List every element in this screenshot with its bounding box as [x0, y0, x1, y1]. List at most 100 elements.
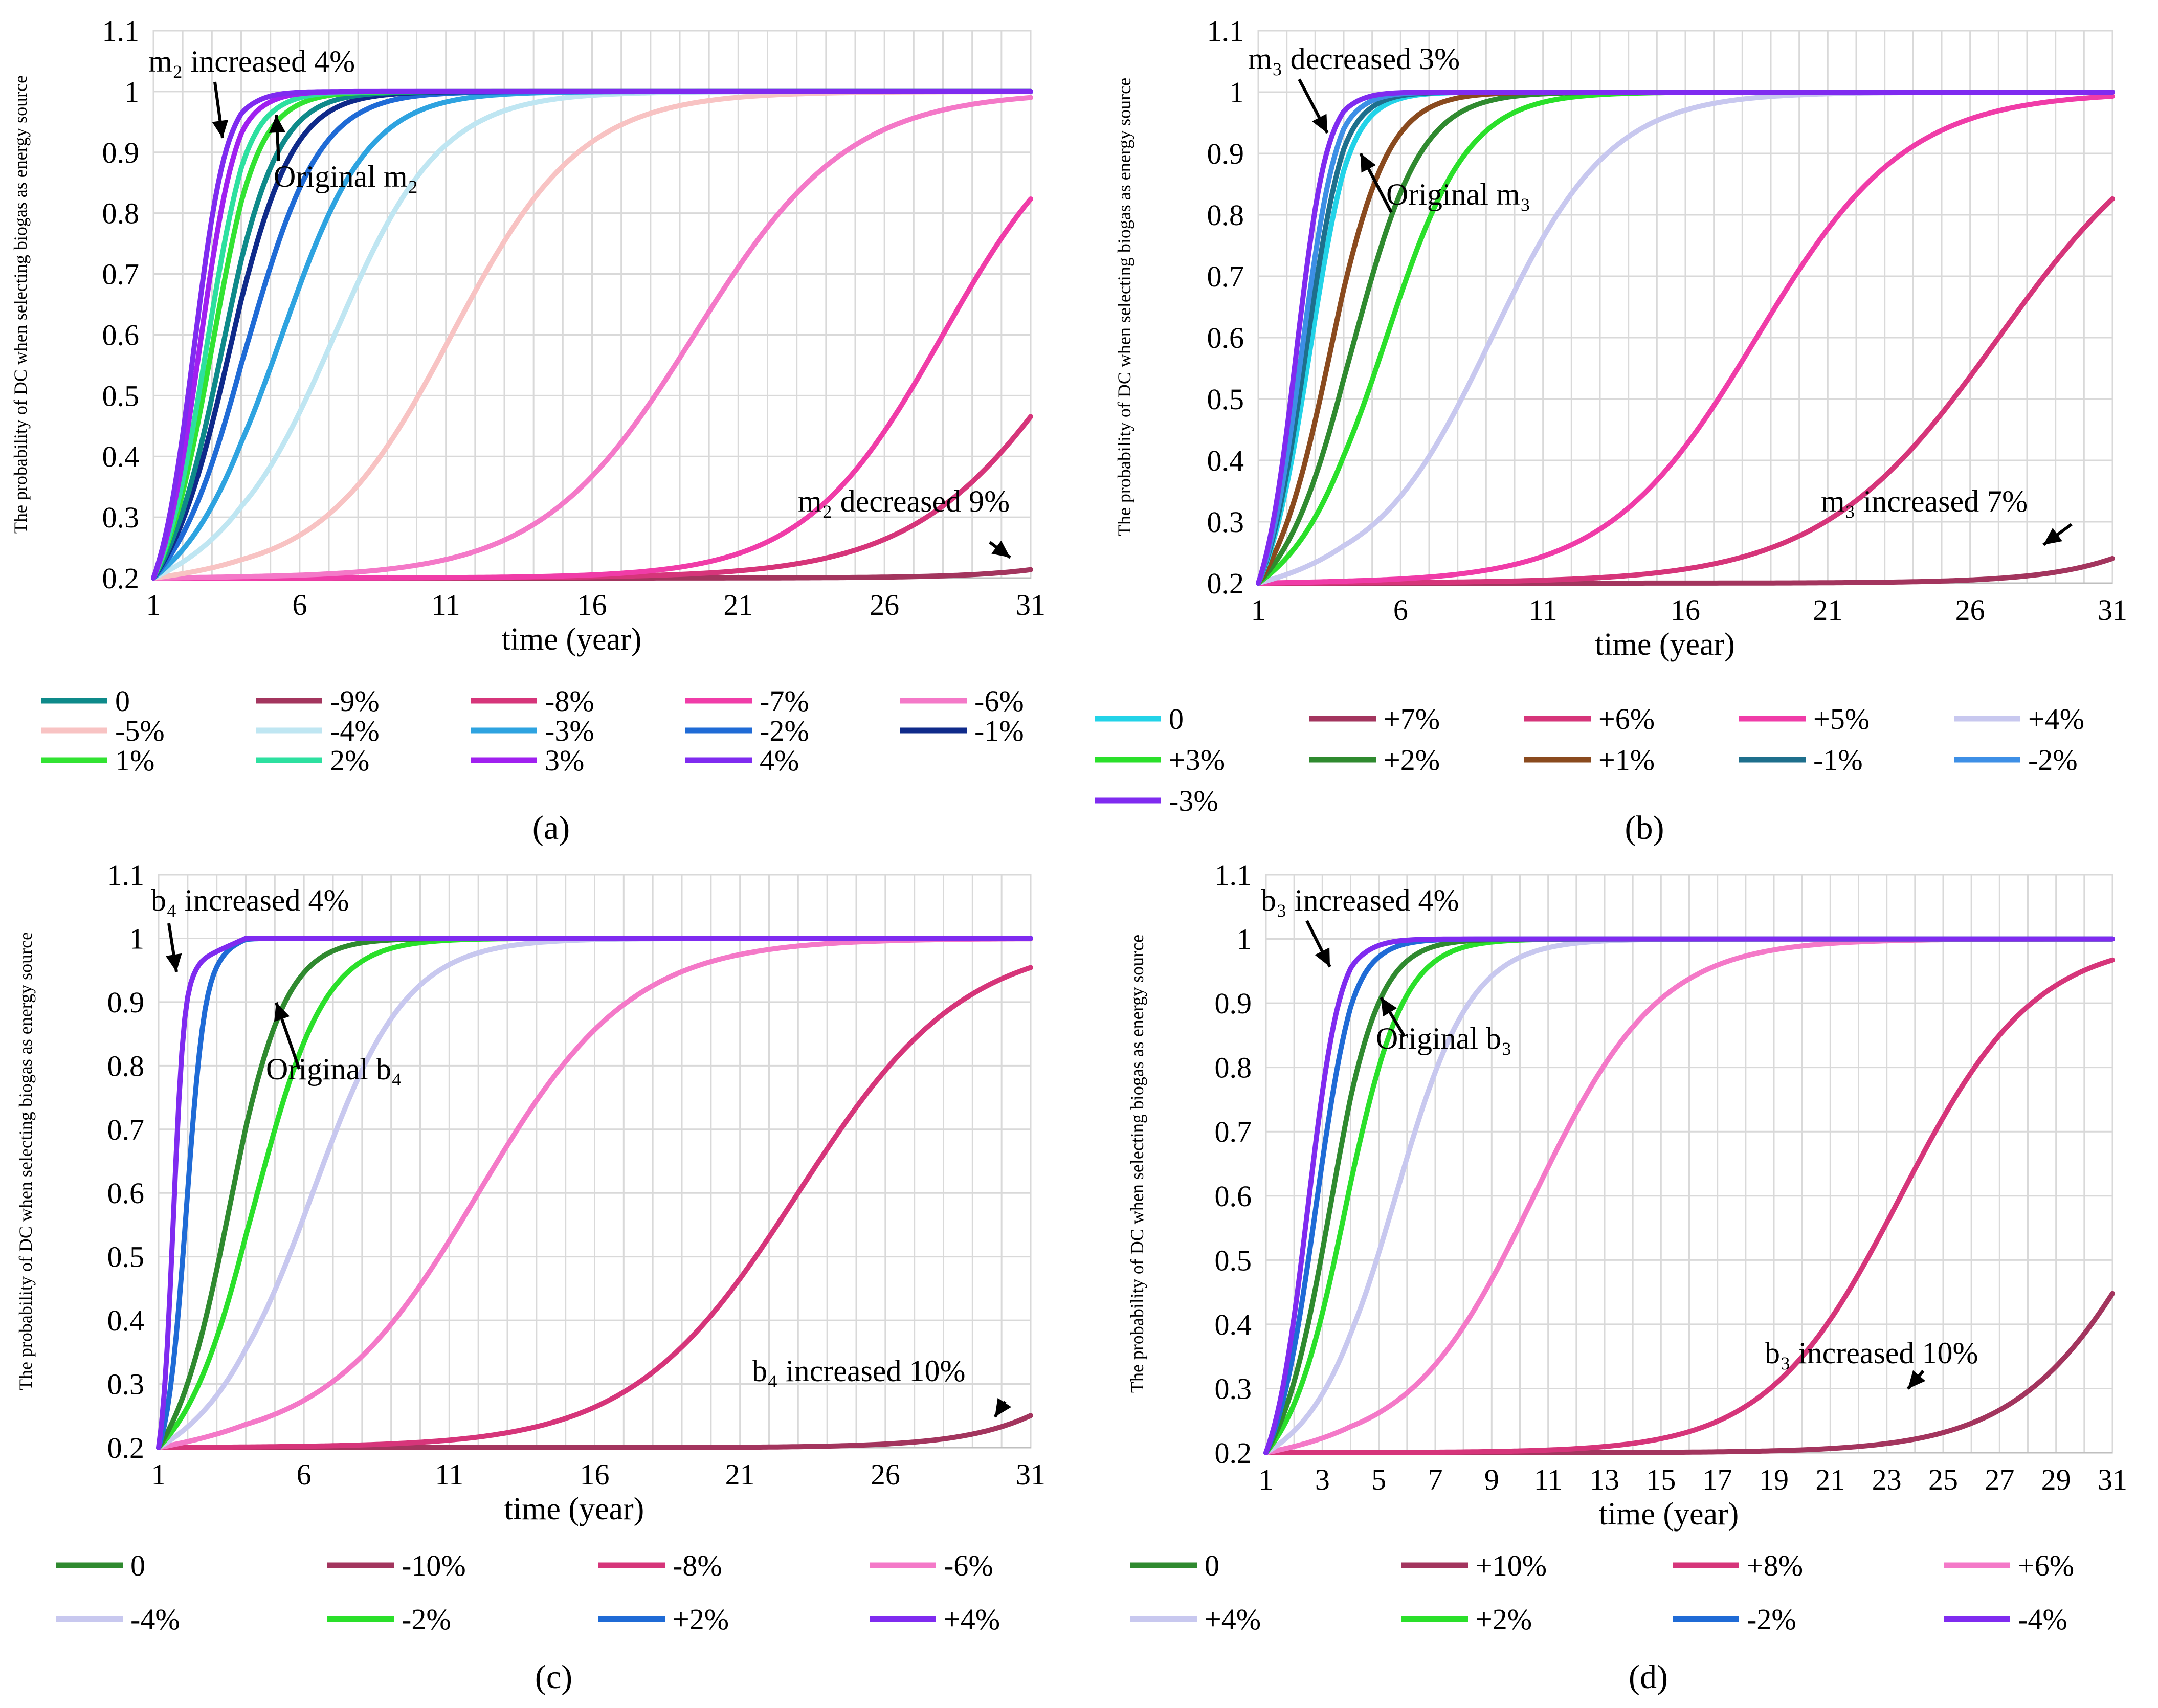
annotation-arrowhead — [1361, 153, 1376, 173]
x-tick-label: 31 — [1016, 1458, 1045, 1491]
y-tick-label: 1 — [124, 75, 139, 108]
x-tick-label: 26 — [1955, 593, 1985, 627]
legend-label: 0 — [1169, 702, 1184, 736]
legend-label: +8% — [1747, 1549, 1803, 1582]
legend-label: 3% — [545, 744, 584, 777]
y-tick-label: 0.6 — [102, 318, 140, 351]
chart-panel-c: 0.20.30.40.50.60.70.80.911.11 6 11 16 21 26 31… — [15, 858, 1045, 1696]
legend-label: +4% — [1205, 1603, 1261, 1636]
annotation-label: m₂ decreased 9% — [798, 484, 1010, 518]
series-group — [1256, 90, 2115, 586]
x-tick-label: 6 — [297, 1458, 312, 1491]
annotation-label: Original b₃ — [1376, 1022, 1512, 1055]
y-tick-label: 0.7 — [107, 1113, 145, 1146]
y-tick-label: 0.6 — [1207, 321, 1244, 354]
legend-label: -5% — [115, 714, 165, 747]
chart-panel-d: 0.20.30.40.50.60.70.80.911.11 3 5 7 9 11 13 15 1… — [1127, 858, 2127, 1696]
x-tick-label: 6 — [1393, 593, 1408, 627]
legend-label: +7% — [1384, 702, 1440, 736]
y-tick-label: 0.5 — [102, 379, 140, 412]
annotation-arrowhead — [1908, 1370, 1926, 1389]
y-tick-label: 0.5 — [1207, 383, 1244, 416]
x-tick-label: 1 — [1259, 1463, 1274, 1496]
x-tick-label: 1 — [151, 1458, 166, 1491]
legend: 0 -10% -8% -6% -4% -2% +2% +4% — [56, 1549, 1000, 1636]
annotation-arrowhead — [2043, 528, 2062, 545]
annotations: m₂ increased 4% Original m₂ m₂ decreased 9… — [148, 45, 1011, 559]
y-tick-label: 0.4 — [107, 1304, 145, 1337]
legend-label: -2% — [2028, 743, 2078, 777]
legend-label: -2% — [402, 1603, 451, 1636]
x-tick-label: 31 — [2098, 593, 2127, 627]
legend-label: -4% — [2018, 1603, 2067, 1636]
series-line-pos5pct — [1256, 94, 2115, 586]
panel-caption: (a) — [532, 809, 570, 847]
y-tick-label: 1 — [129, 922, 144, 955]
y-tick-label: 0.9 — [107, 986, 145, 1019]
x-tick-label: 26 — [871, 1458, 900, 1491]
legend-label: -3% — [1169, 784, 1218, 817]
y-tick-label: 0.2 — [102, 562, 140, 595]
x-tick-label: 9 — [1484, 1463, 1499, 1496]
x-tick-label: 11 — [1529, 593, 1558, 627]
annotations: m₃ decreased 3% Original m₃ m₃ increased 7… — [1248, 42, 2073, 546]
y-axis-label: The probability of DC when selecting bio… — [10, 75, 31, 534]
legend-label: -8% — [545, 684, 594, 718]
panel-caption: (d) — [1629, 1658, 1668, 1696]
y-tick-label: 0.4 — [1215, 1308, 1252, 1341]
y-tick-label: 0.8 — [107, 1049, 145, 1082]
series-line-neg3pct — [1256, 90, 2115, 586]
legend-label: +10% — [1476, 1549, 1547, 1582]
annotation-label: b₃ increased 4% — [1261, 883, 1459, 917]
y-tick-label: 0.3 — [107, 1368, 145, 1401]
x-tick-label: 11 — [1534, 1463, 1563, 1496]
gridlines — [1257, 30, 2113, 584]
x-tick-label: 6 — [292, 588, 307, 622]
legend-label: +4% — [944, 1603, 1000, 1636]
y-tick-label: 0.8 — [1207, 198, 1244, 232]
x-tick-label: 11 — [435, 1458, 463, 1491]
legend-label: 1% — [115, 744, 154, 777]
x-tick-label: 17 — [1703, 1463, 1732, 1496]
legend: 0 +7% +6% +5% +4% +3% +2% +1% -1% -2% -3% — [1095, 702, 2084, 817]
x-tick-label: 1 — [1251, 593, 1266, 627]
y-tick-label: 0.2 — [1215, 1436, 1252, 1470]
legend-label: -6% — [974, 684, 1024, 718]
y-tick-label: 0.4 — [1207, 444, 1244, 477]
y-tick-label: 0.2 — [1207, 567, 1244, 600]
annotations: b₄ increased 4% Original b₄ b₄ increased 1… — [151, 883, 1012, 1418]
legend-label: -2% — [760, 714, 809, 747]
series-group — [1263, 936, 2115, 1455]
y-tick-label: 0.8 — [102, 197, 140, 230]
annotation-label: Original m₃ — [1386, 178, 1531, 211]
y-axis-label: The probability of DC when selecting bio… — [1127, 935, 1147, 1393]
y-tick-label: 1.1 — [107, 858, 145, 892]
legend-label: 0 — [1205, 1549, 1219, 1582]
x-tick-label: 11 — [432, 588, 460, 622]
annotation-arrowhead — [991, 540, 1010, 558]
annotations: b₃ increased 4% Original b₃ b₃ increased 1… — [1261, 883, 1978, 1390]
x-tick-label: 19 — [1759, 1463, 1789, 1496]
x-axis-label: time (year) — [1595, 627, 1735, 662]
y-tick-label: 0.8 — [1215, 1051, 1252, 1084]
x-tick-label: 3 — [1315, 1463, 1330, 1496]
series-group — [151, 88, 1033, 581]
chart-panel-a: 0.20.30.40.50.60.70.80.911.11 6 11 16 21 26 31… — [10, 14, 1045, 847]
annotation-label: m₃ increased 7% — [1821, 484, 2028, 518]
series-line-neg7pct — [151, 196, 1033, 581]
y-tick-label: 0.9 — [102, 136, 140, 169]
x-tick-label: 1 — [146, 588, 161, 622]
x-tick-label: 13 — [1590, 1463, 1619, 1496]
annotation-arrowhead — [212, 120, 229, 138]
x-tick-label: 21 — [1813, 593, 1842, 627]
x-tick-label: 25 — [1928, 1463, 1958, 1496]
y-tick-label: 0.6 — [107, 1177, 145, 1210]
legend-label: 4% — [760, 744, 799, 777]
annotation-label: Original b₄ — [266, 1052, 402, 1086]
x-tick-label: 16 — [580, 1458, 610, 1491]
legend-label: -4% — [330, 714, 380, 747]
legend-label: +1% — [1598, 743, 1655, 777]
annotation-label: m₃ decreased 3% — [1248, 42, 1460, 76]
legend-label: +4% — [2028, 702, 2084, 736]
legend-label: -7% — [760, 684, 809, 718]
